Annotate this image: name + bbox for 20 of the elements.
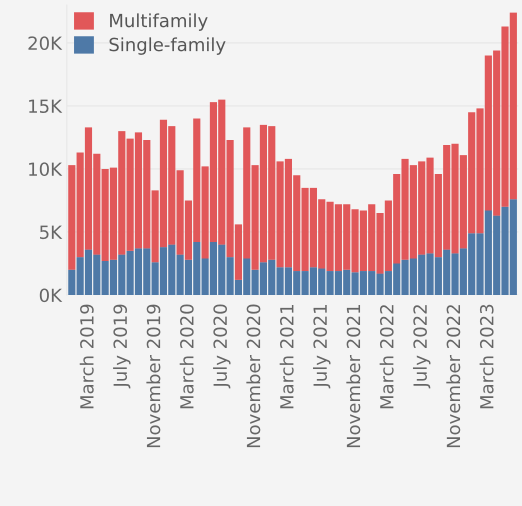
y-tick-label: 0K <box>40 288 62 302</box>
x-tick-label: July 2019 <box>113 304 131 388</box>
y-tick-label: 5K <box>40 226 62 240</box>
x-tick-label: July 2020 <box>213 304 231 388</box>
x-tick-label: March 2021 <box>280 305 294 408</box>
x-tick-label: November 2019 <box>146 304 160 448</box>
y-tick-label: 10K <box>29 162 62 176</box>
y-tick-label: 15K <box>29 100 62 114</box>
x-tick-label: November 2021 <box>346 305 360 448</box>
y-tick-label: 20K <box>28 36 62 50</box>
x-tick-label: March 2023 <box>480 304 494 408</box>
x-tick-label: March 2022 <box>380 305 394 408</box>
x-tick-label: July 2021 <box>313 305 330 388</box>
x-tick-label: November 2022 <box>446 305 460 448</box>
x-tick-label: July 2022 <box>412 305 430 388</box>
x-tick-label: November 2020 <box>246 304 260 448</box>
x-tick-label: March 2019 <box>80 304 94 408</box>
legend-label: Multifamily <box>110 13 208 31</box>
legend-label: Single-family <box>110 37 226 55</box>
x-tick-label: March 2020 <box>180 304 194 408</box>
